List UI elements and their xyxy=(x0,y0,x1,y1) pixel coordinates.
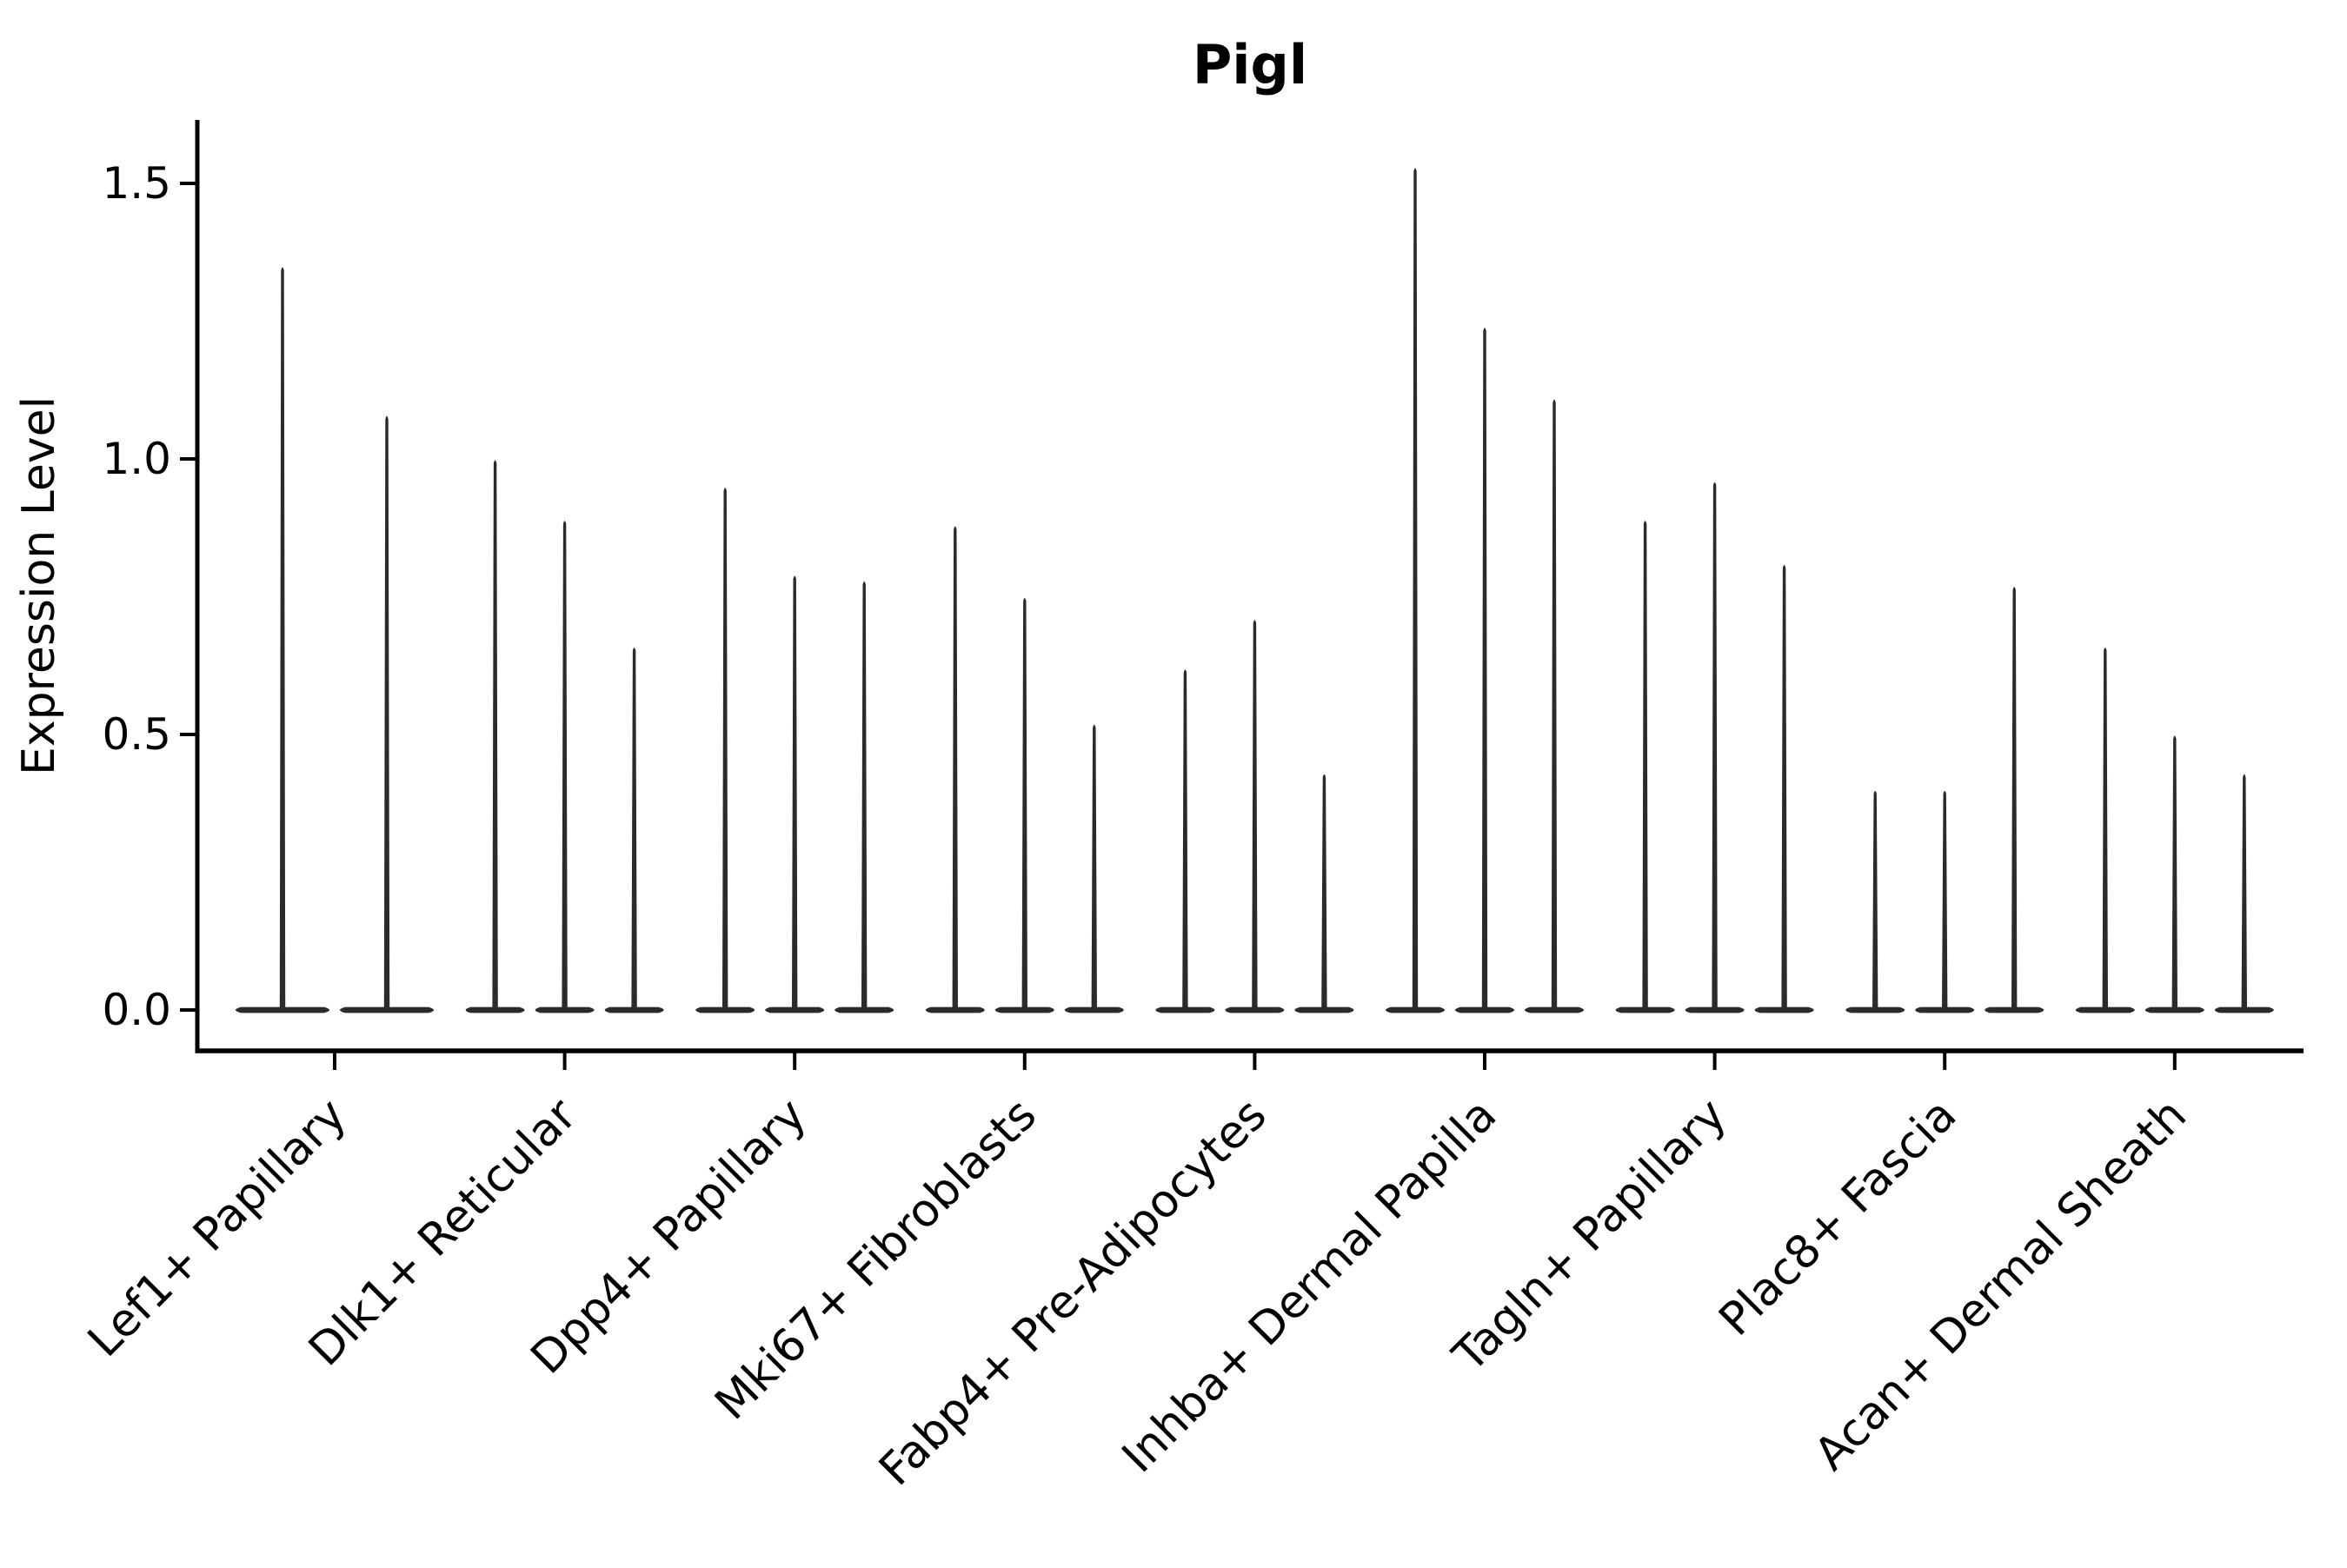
y-tick-label: 0.5 xyxy=(102,709,171,760)
violin-spike xyxy=(1942,790,1948,1009)
violin-base xyxy=(1615,1007,1675,1013)
violin-base xyxy=(1455,1007,1514,1013)
violin-base xyxy=(1386,1007,1445,1013)
violin-spike xyxy=(952,526,958,1009)
violin-base xyxy=(1525,1007,1584,1013)
violin-base xyxy=(1064,1007,1124,1013)
violin-base xyxy=(2075,1007,2135,1013)
violin-base xyxy=(340,1007,434,1013)
violin-base xyxy=(236,1007,329,1013)
violin-spike xyxy=(1021,598,1027,1009)
violin-spike xyxy=(492,460,498,1009)
violin-spike xyxy=(631,648,637,1009)
violin-base xyxy=(465,1007,525,1013)
axes xyxy=(195,120,2304,1053)
violin-spike xyxy=(1781,565,1787,1009)
violin-base xyxy=(604,1007,664,1013)
chart-title: Pigl xyxy=(1193,33,1307,96)
violin-spike xyxy=(279,267,286,1010)
violin-base xyxy=(1685,1007,1745,1013)
y-tick-label: 1.0 xyxy=(102,434,171,484)
violin-base xyxy=(1754,1007,1814,1013)
violin-base xyxy=(1985,1007,2044,1013)
violin-spike xyxy=(861,581,868,1009)
violin-spike xyxy=(2011,587,2018,1009)
y-axis-label: Expression Level xyxy=(13,396,65,775)
violin-spike xyxy=(1182,669,1188,1009)
violin-spike xyxy=(1551,399,1558,1009)
violin-spike xyxy=(383,415,390,1009)
violin-spike xyxy=(1252,620,1258,1009)
violin-spike xyxy=(1872,790,1878,1009)
violin-spike xyxy=(2241,774,2247,1009)
violin-spike xyxy=(1321,774,1327,1009)
violin-base xyxy=(1155,1007,1215,1013)
violin-spike xyxy=(1642,521,1648,1009)
violin-base xyxy=(2144,1007,2204,1013)
violin-spike xyxy=(1712,482,1718,1009)
violin-base xyxy=(2214,1007,2274,1013)
violin-spike xyxy=(562,521,568,1009)
violin-base xyxy=(1915,1007,1975,1013)
violin-spike xyxy=(1412,168,1419,1009)
y-tick-label: 1.5 xyxy=(102,158,171,209)
violin-spike xyxy=(1091,724,1097,1009)
violin-spike xyxy=(1481,328,1488,1009)
violin-spike xyxy=(2102,648,2108,1009)
violin-base xyxy=(535,1007,595,1013)
violin-base xyxy=(695,1007,755,1013)
violin-spike xyxy=(722,488,728,1009)
violin-base xyxy=(1225,1007,1285,1013)
violin-base xyxy=(834,1007,894,1013)
violin-base xyxy=(1845,1007,1905,1013)
violin-base xyxy=(765,1007,825,1013)
axis-ticks xyxy=(180,182,2177,1070)
violin-base xyxy=(925,1007,985,1013)
violins xyxy=(236,168,2274,1013)
y-tick-label: 0.0 xyxy=(102,985,171,1035)
violin-base xyxy=(1294,1007,1354,1013)
violin-base xyxy=(994,1007,1054,1013)
violin-spike xyxy=(792,575,798,1009)
violin-spike xyxy=(2171,735,2177,1009)
